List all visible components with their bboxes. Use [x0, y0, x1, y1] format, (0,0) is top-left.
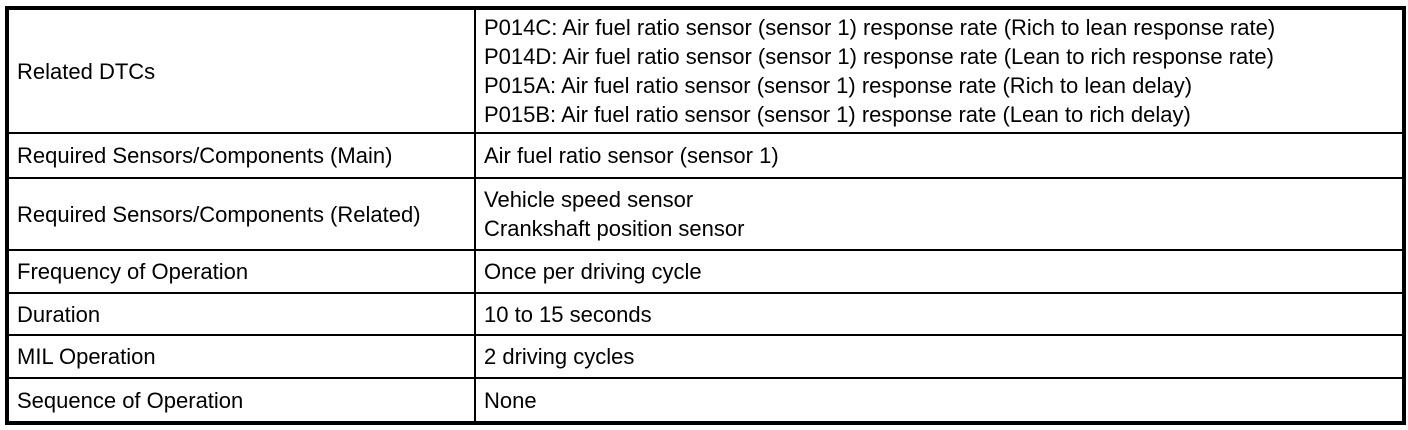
- value-line: Vehicle speed sensor: [484, 187, 694, 212]
- table-row-sequence-of-operation: Sequence of Operation None: [6, 377, 1405, 424]
- value-line: P015A: Air fuel ratio sensor (sensor 1) …: [484, 73, 1193, 98]
- row-label: Frequency of Operation: [6, 249, 476, 294]
- row-label: Duration: [6, 292, 476, 336]
- row-label: Required Sensors/Components (Related): [6, 177, 476, 251]
- row-value: Air fuel ratio sensor (sensor 1): [474, 132, 1405, 179]
- row-label: Required Sensors/Components (Main): [6, 132, 476, 179]
- row-label: Sequence of Operation: [6, 377, 476, 424]
- row-value: Once per driving cycle: [474, 249, 1405, 294]
- value-line: P015B: Air fuel ratio sensor (sensor 1) …: [484, 102, 1191, 127]
- table-row-required-sensors-main: Required Sensors/Components (Main) Air f…: [6, 132, 1405, 179]
- row-label: MIL Operation: [6, 334, 476, 379]
- table-row-duration: Duration 10 to 15 seconds: [6, 292, 1405, 336]
- value-line: 10 to 15 seconds: [484, 301, 652, 327]
- value-line: None: [484, 387, 537, 413]
- value-line: Once per driving cycle: [484, 259, 702, 284]
- value-line: Air fuel ratio sensor (sensor 1): [484, 143, 779, 168]
- value-line: Crankshaft position sensor: [484, 216, 745, 241]
- table-row-mil-operation: MIL Operation 2 driving cycles: [6, 334, 1405, 379]
- value-line: 2 driving cycles: [484, 344, 635, 369]
- value-line: P014D: Air fuel ratio sensor (sensor 1) …: [484, 44, 1274, 69]
- row-value: P014C: Air fuel ratio sensor (sensor 1) …: [474, 7, 1405, 134]
- row-value: None: [474, 377, 1405, 424]
- row-value: 10 to 15 seconds: [474, 292, 1405, 336]
- row-value: 2 driving cycles: [474, 334, 1405, 379]
- table-row-related-dtcs: Related DTCs P014C: Air fuel ratio senso…: [6, 7, 1405, 134]
- table-row-required-sensors-related: Required Sensors/Components (Related) Ve…: [6, 177, 1405, 251]
- table-row-frequency-of-operation: Frequency of Operation Once per driving …: [6, 249, 1405, 294]
- row-label: Related DTCs: [6, 7, 476, 134]
- value-line: P014C: Air fuel ratio sensor (sensor 1) …: [484, 15, 1276, 40]
- row-value: Vehicle speed sensor Crankshaft position…: [474, 177, 1405, 251]
- dtc-specification-table: Related DTCs P014C: Air fuel ratio senso…: [5, 6, 1406, 425]
